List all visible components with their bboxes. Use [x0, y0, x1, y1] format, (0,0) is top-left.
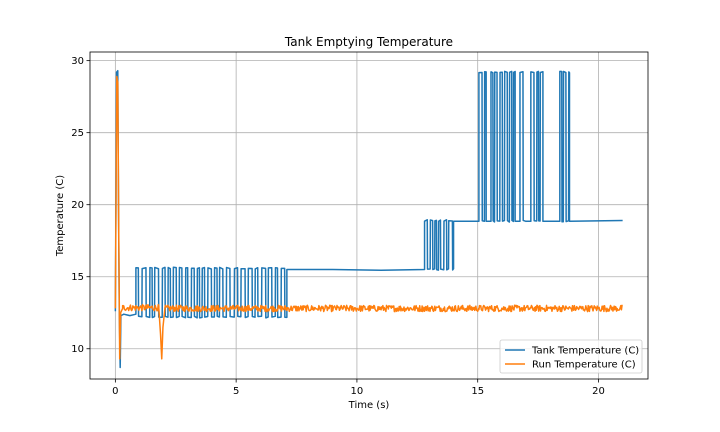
- y-tick-label: 25: [71, 128, 84, 139]
- series-layer: [114, 69, 623, 369]
- series-line-run-temperature: [114, 75, 623, 360]
- series-line-tank-temperature: [114, 69, 623, 369]
- x-tick-label: 0: [112, 386, 118, 397]
- x-axis-label: Time (s): [348, 400, 390, 411]
- grid: [90, 52, 648, 379]
- y-axis-label: Temperature (C): [55, 175, 66, 257]
- y-tick-label: 20: [71, 200, 84, 211]
- x-tick-label: 5: [233, 386, 239, 397]
- legend-entry: Tank Temperature (C): [531, 346, 639, 357]
- legend-box: [499, 339, 643, 374]
- y-tick-label: 30: [71, 56, 84, 67]
- plot-area: [89, 51, 649, 380]
- y-axis-ticks: 10 15 20 25 30: [71, 56, 90, 355]
- y-tick-label: 15: [71, 272, 84, 283]
- axes-frame: [89, 51, 649, 380]
- x-axis-ticks: 0 5 10 15 20: [112, 379, 605, 397]
- legend: Tank Temperature (C) Run Temperature (C): [499, 339, 643, 374]
- y-tick-label: 10: [71, 344, 84, 355]
- legend-entry: Run Temperature (C): [532, 360, 636, 371]
- x-tick-label: 20: [592, 386, 605, 397]
- x-tick-label: 10: [351, 386, 364, 397]
- axes-background: [90, 52, 648, 379]
- x-tick-label: 15: [471, 386, 484, 397]
- chart-title: Tank Emptying Temperature: [284, 35, 453, 49]
